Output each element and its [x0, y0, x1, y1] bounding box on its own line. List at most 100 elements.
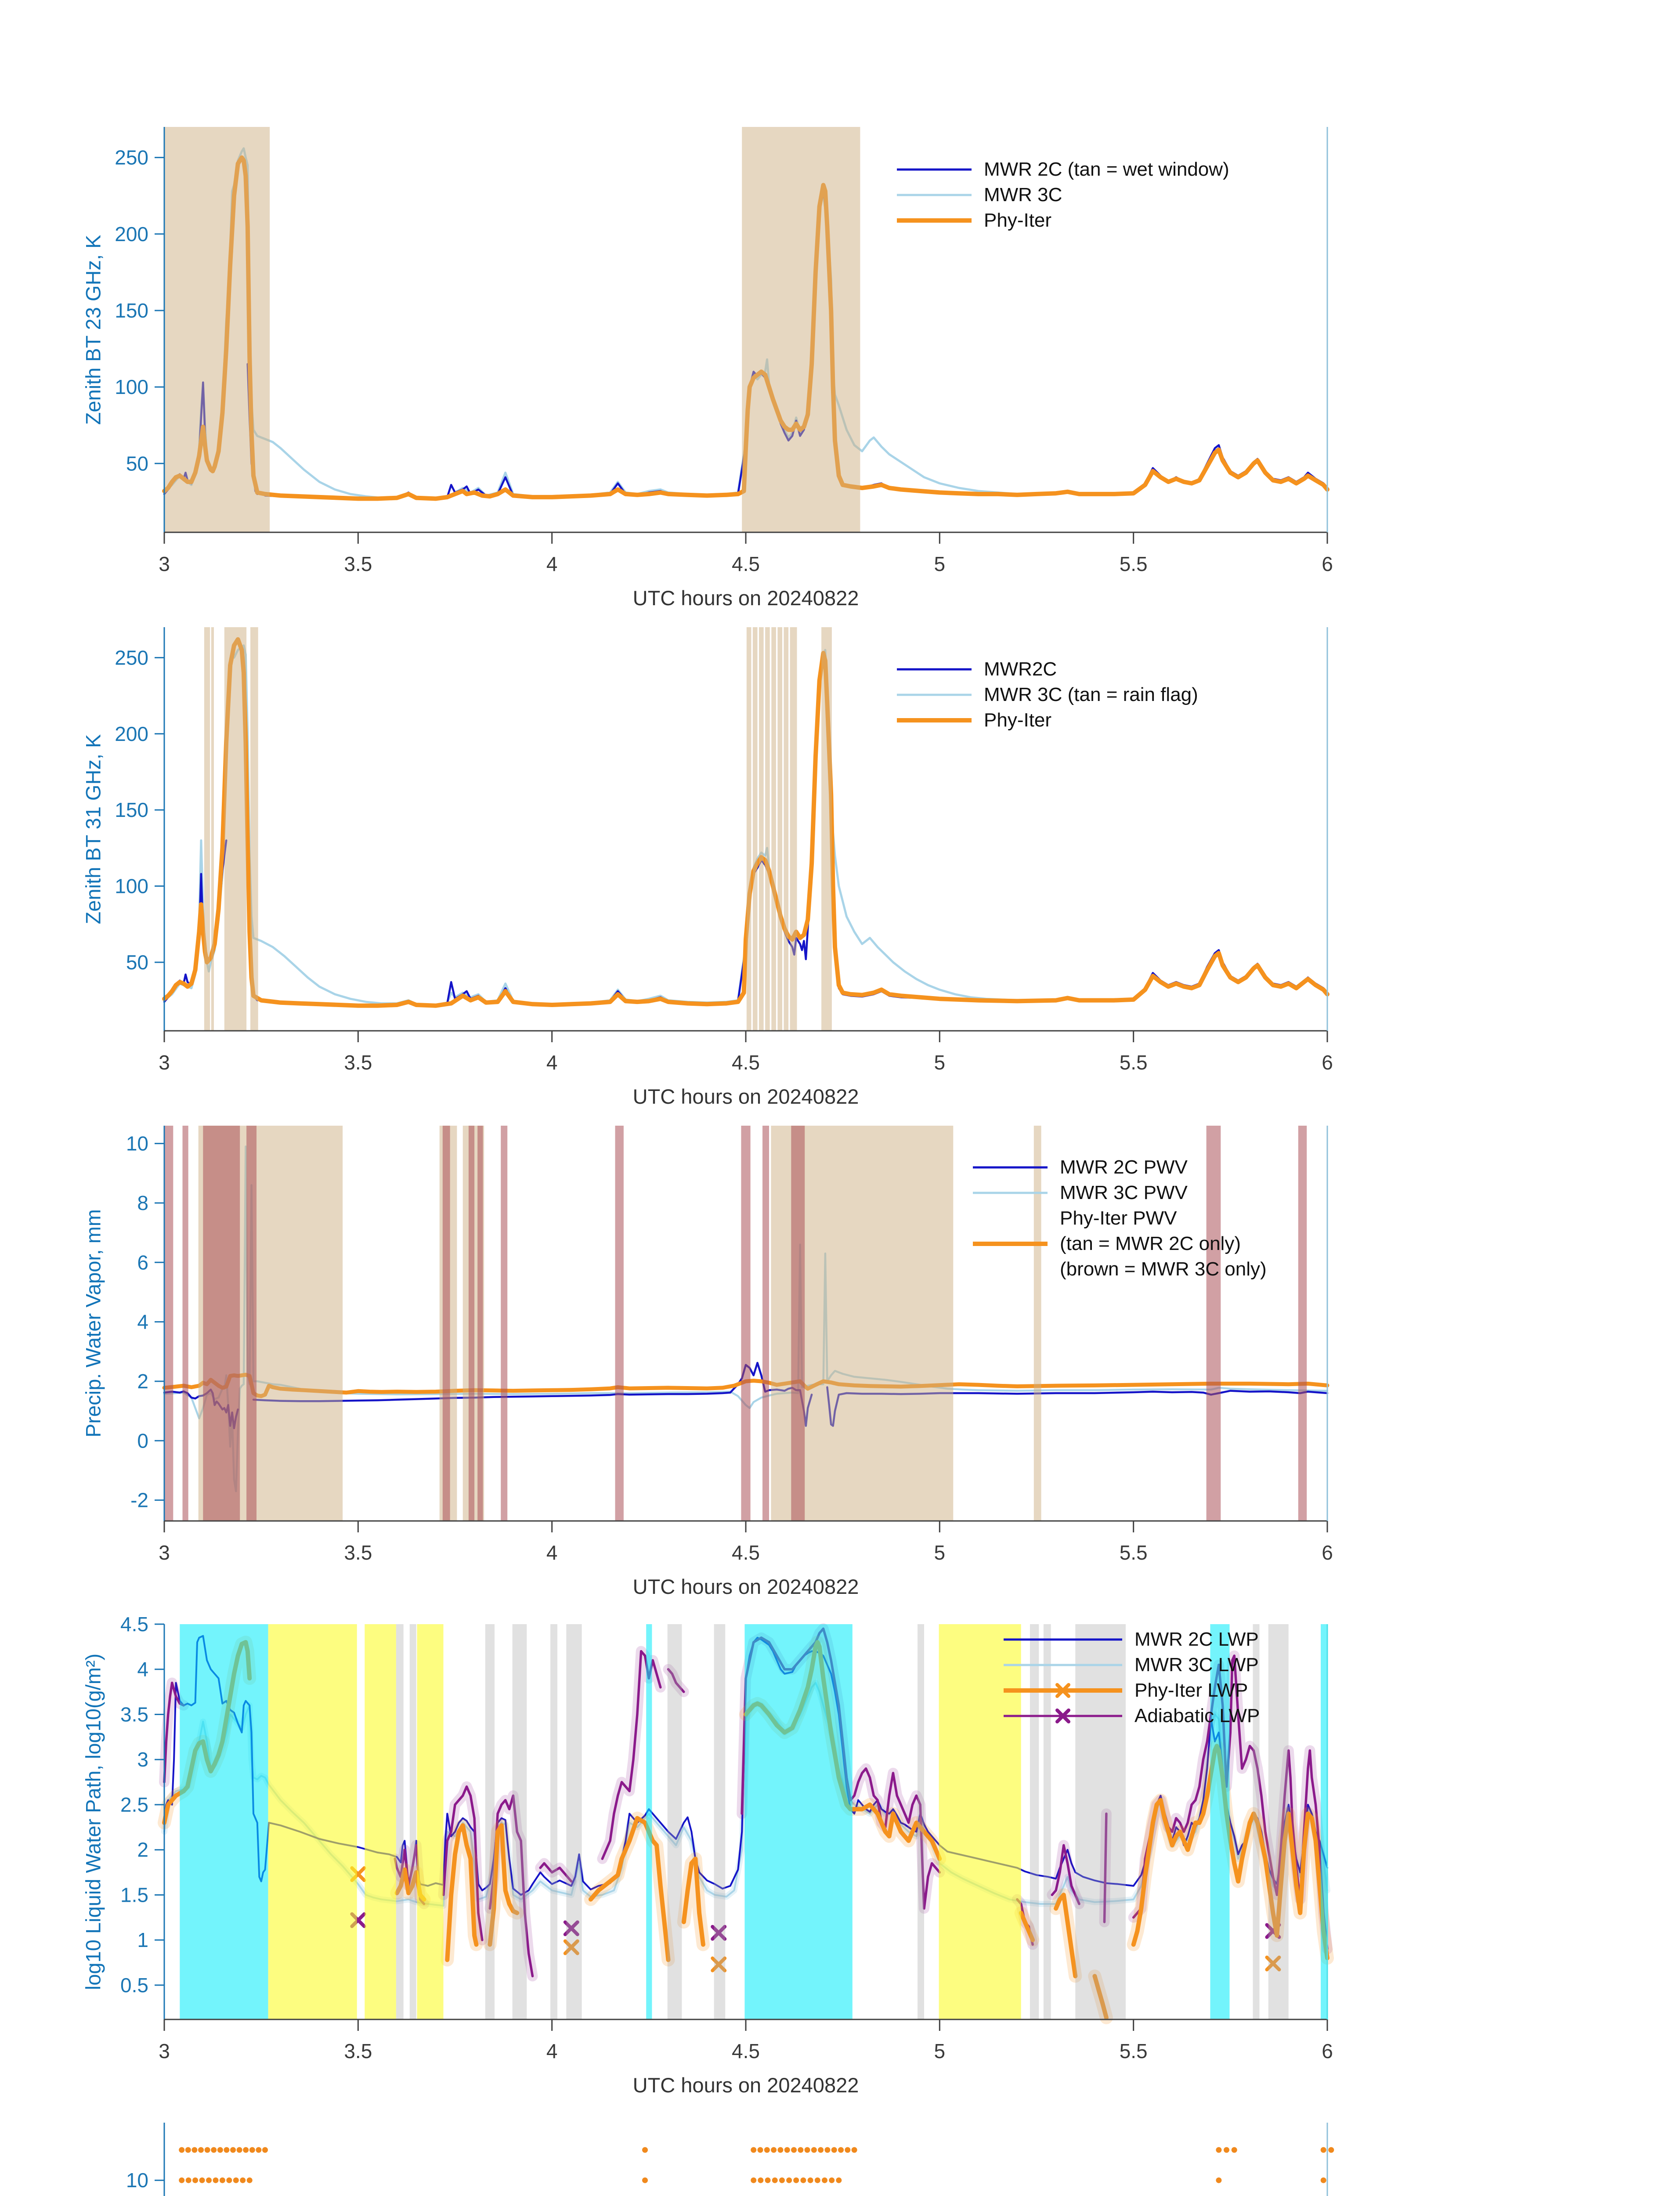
highlight-band [777, 627, 782, 1031]
panel3-y-axis-label: Precip. Water Vapor, mm [81, 1209, 105, 1438]
highlight-band [667, 1624, 682, 2019]
highlight-band [762, 1126, 769, 1521]
legend-item: MWR2C [897, 657, 1198, 682]
legend-swatch [897, 194, 972, 196]
x-tick-label: 4 [546, 2040, 558, 2062]
dq-flag-dot [1224, 2147, 1229, 2153]
highlight-band [164, 127, 270, 532]
legend-label: MWR 2C PWV [1060, 1156, 1188, 1178]
dq-flag-dot [765, 2177, 771, 2183]
y-tick-label: 250 [115, 646, 148, 669]
series-marker-Phy-Iter LWP [1265, 1955, 1281, 1972]
legend-item: MWR 2C (tan = wet window) [897, 157, 1229, 182]
y-tick-label: 150 [115, 299, 148, 322]
y-tick-label: -2 [130, 1489, 148, 1512]
legend-label: (brown = MWR 3C only) [1060, 1258, 1267, 1280]
dq-flag-dot [831, 2147, 837, 2153]
series-line-Phy-Iter LWP [588, 1816, 671, 1962]
legend-swatch [897, 693, 972, 696]
highlight-band [752, 627, 758, 1031]
dq-flag-dot [758, 2177, 764, 2183]
series-line-Adiabatic LWP [163, 1681, 185, 1784]
y-tick-label: 0.5 [120, 1974, 148, 1997]
y-tick-label: 6 [137, 1251, 148, 1274]
series-line-Adiabatic LWP [539, 1862, 573, 1883]
highlight-band [182, 1126, 188, 1521]
highlight-band [468, 1126, 475, 1521]
legend-label: MWR 3C PWV [1060, 1182, 1188, 1203]
highlight-band [1043, 1624, 1051, 2019]
dq-flag-dot [779, 2177, 785, 2183]
highlight-band [918, 1624, 924, 2019]
legend-label: MWR 3C [984, 184, 1062, 206]
legend-label: Phy-Iter [984, 209, 1052, 231]
dq-flag-dot [772, 2177, 778, 2183]
dq-flag-dot [179, 2147, 185, 2153]
panel4-x-axis-label: UTC hours on 20240822 [632, 2073, 859, 2097]
highlight-band [1268, 1624, 1289, 2019]
dq-flag-dot [179, 2177, 185, 2183]
highlight-band [1210, 1624, 1230, 2019]
legend-item: Phy-Iter PWV [973, 1206, 1267, 1231]
dq-flag-dot [642, 2147, 648, 2153]
dq-flag-dot [1320, 2177, 1326, 2183]
legend-label: MWR 2C LWP [1134, 1629, 1259, 1650]
highlight-band [442, 1126, 450, 1521]
legend-swatch [1004, 1708, 1122, 1723]
x-tick-label: 4.5 [732, 2040, 760, 2062]
y-tick-label: 3 [137, 1748, 148, 1771]
x-tick-label: 3.5 [344, 553, 372, 575]
dq-flag-dot [185, 2147, 191, 2153]
highlight-band [485, 1624, 495, 2019]
legend-item: MWR 3C PWV [973, 1180, 1267, 1206]
dq-flag-dot [800, 2177, 806, 2183]
legend-swatch [973, 1261, 1048, 1277]
dq-flag-dot [793, 2177, 799, 2183]
legend-item: Phy-Iter [897, 708, 1198, 733]
x-tick-label: 4.5 [732, 1541, 760, 1564]
highlight-band [409, 1624, 416, 2019]
highlight-band [566, 1624, 582, 2019]
dq-flag-dot [199, 2177, 205, 2183]
series-line-Phy-Iter LWP [681, 1856, 705, 1947]
y-tick-label: 1.5 [120, 1883, 148, 1906]
dq-flag-dot [230, 2147, 236, 2153]
highlight-band [417, 1624, 444, 2019]
x-tick-label: 4 [546, 1541, 558, 1564]
series-marker-Phy-Iter LWP [563, 1939, 579, 1955]
highlight-band [203, 1126, 240, 1521]
x-tick-label: 5.5 [1120, 1541, 1148, 1564]
highlight-band [211, 627, 214, 1031]
panel2-x-axis-label: UTC hours on 20240822 [632, 1085, 859, 1108]
panel3-x-axis-label: UTC hours on 20240822 [632, 1575, 859, 1598]
y-tick-label: 200 [115, 722, 148, 745]
legend-swatch [1004, 1683, 1122, 1698]
highlight-band [821, 627, 832, 1031]
legend-item: (tan = MWR 2C only) [973, 1231, 1267, 1257]
legend-label: MWR 2C (tan = wet window) [984, 159, 1229, 180]
series-marker-Phy-Iter LWP [711, 1956, 727, 1972]
highlight-band [646, 1624, 652, 2019]
series-line-Phy-Iter LWP [445, 1823, 479, 1962]
highlight-band [180, 1624, 268, 2019]
dq-flag-dot [829, 2177, 835, 2183]
panel1-x-axis-label: UTC hours on 20240822 [632, 586, 859, 610]
x-tick-label: 5 [934, 1051, 946, 1074]
dq-flag-dot [204, 2147, 210, 2153]
legend-label: Phy-Iter [984, 709, 1052, 731]
x-tick-label: 5.5 [1120, 2040, 1148, 2062]
highlight-band [501, 1126, 508, 1521]
legend-swatch [973, 1242, 1048, 1246]
dq-flag-dot [1216, 2147, 1222, 2153]
x-tick-label: 6 [1322, 553, 1333, 575]
x-tick-label: 3.5 [344, 1051, 372, 1074]
dq-flag-dot [1328, 2147, 1334, 2153]
series-line-Adiabatic LWP [488, 1794, 534, 1978]
dq-flag-dot [213, 2177, 219, 2183]
series-line-Adiabatic LWP [1051, 1844, 1080, 1905]
highlight-band [714, 1624, 726, 2019]
series-line-Adiabatic LWP [1103, 1812, 1108, 1923]
dq-flag-dot [804, 2147, 810, 2153]
highlight-band [1206, 1126, 1221, 1521]
